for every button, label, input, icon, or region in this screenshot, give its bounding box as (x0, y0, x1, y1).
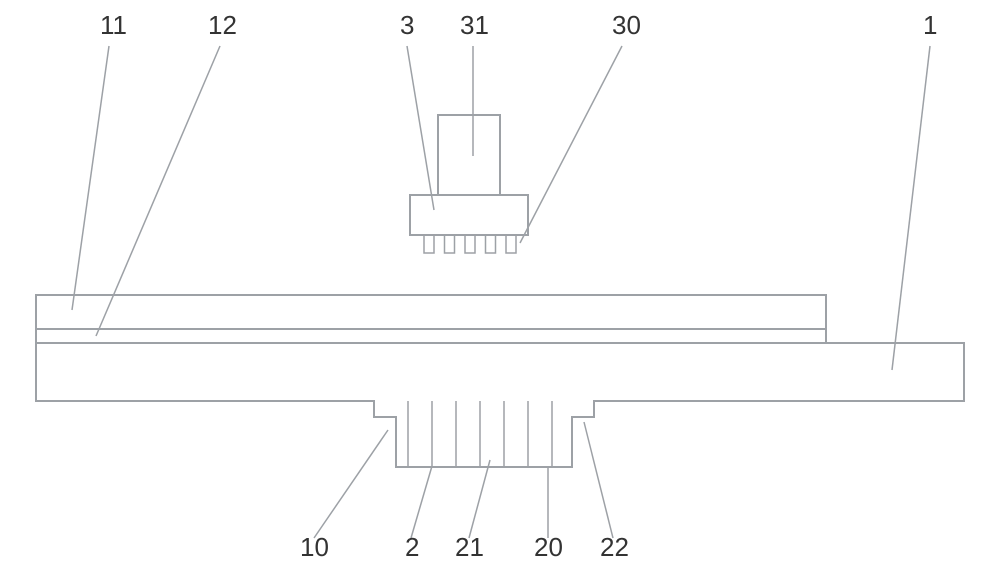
component-pin (486, 235, 496, 253)
leader-30 (520, 46, 622, 243)
label-10: 10 (300, 532, 329, 562)
leader-3 (407, 46, 434, 210)
mid-bar (36, 329, 826, 343)
label-12: 12 (208, 10, 237, 40)
diagram-canvas: 11 12 3 31 30 1 10 2 21 20 22 (0, 0, 1000, 584)
leader-22 (584, 422, 613, 538)
component-pin (445, 235, 455, 253)
label-3: 3 (400, 10, 414, 40)
leader-21 (469, 460, 490, 538)
label-22: 22 (600, 532, 629, 562)
label-2: 2 (405, 532, 419, 562)
base-bar-with-notch (36, 343, 964, 467)
leader-11 (72, 46, 109, 310)
top-bar (36, 295, 826, 329)
label-1: 1 (923, 10, 937, 40)
leader-2 (411, 466, 432, 538)
leader-1 (892, 46, 930, 370)
leader-10 (314, 430, 388, 538)
label-31: 31 (460, 10, 489, 40)
label-21: 21 (455, 532, 484, 562)
component-pin (506, 235, 516, 253)
label-30: 30 (612, 10, 641, 40)
leader-12 (96, 46, 220, 336)
component-pin (465, 235, 475, 253)
component-lower-block (410, 195, 528, 235)
component-upper-block (438, 115, 500, 195)
component-pin (424, 235, 434, 253)
label-20: 20 (534, 532, 563, 562)
label-11: 11 (100, 10, 127, 40)
